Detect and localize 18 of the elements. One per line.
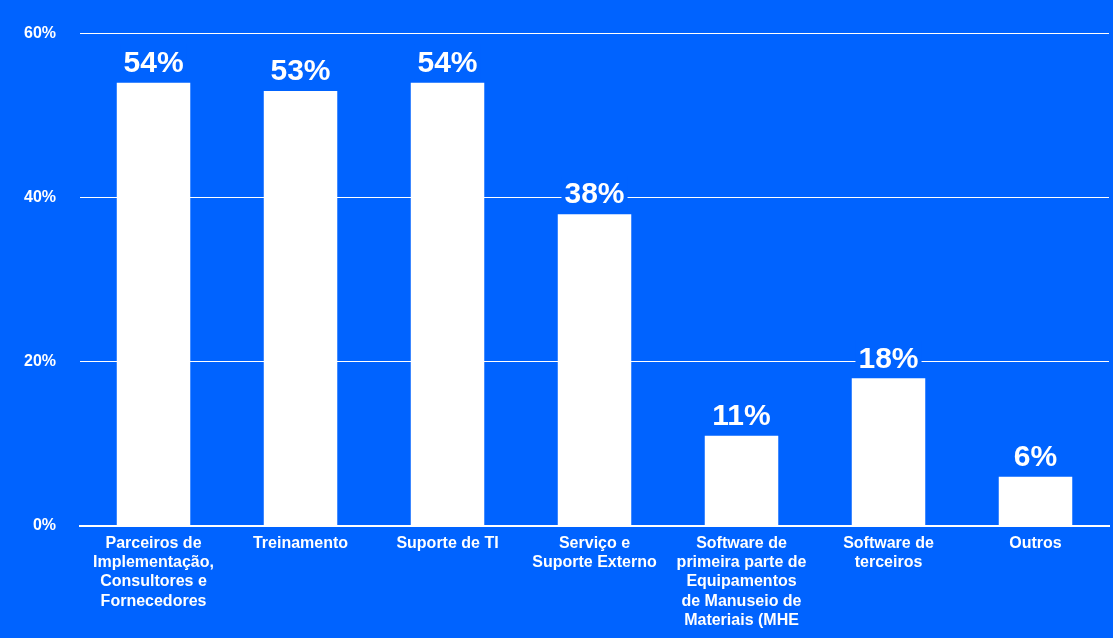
x-tick-label: Suporte de TI bbox=[396, 534, 499, 552]
data-label: 54% bbox=[417, 45, 478, 79]
data-label: 53% bbox=[270, 53, 331, 87]
x-tick-label: Serviço e Suporte Externo bbox=[532, 534, 657, 571]
y-tick-label: 20% bbox=[23, 352, 57, 370]
data-label: 11% bbox=[712, 397, 771, 431]
x-tick-label: Software de terceiros bbox=[843, 534, 934, 571]
data-label: 38% bbox=[564, 176, 625, 210]
y-tick-label: 0% bbox=[32, 516, 57, 534]
y-tick-label: 40% bbox=[23, 188, 57, 206]
x-tick-label: Outros bbox=[1009, 534, 1062, 552]
x-tick-label: Software de primeira parte de Equipamentos de Manuseio de Materiais (MHE bbox=[676, 534, 807, 628]
data-label: 6% bbox=[1013, 439, 1058, 473]
data-label: 54% bbox=[123, 45, 184, 79]
x-tick-label: Treinamento bbox=[252, 534, 349, 552]
data-label: 18% bbox=[858, 340, 919, 374]
y-tick-label: 60% bbox=[23, 24, 57, 42]
x-tick-label: Parceiros de Implementação, Consultores e Fornecedores bbox=[93, 534, 214, 609]
